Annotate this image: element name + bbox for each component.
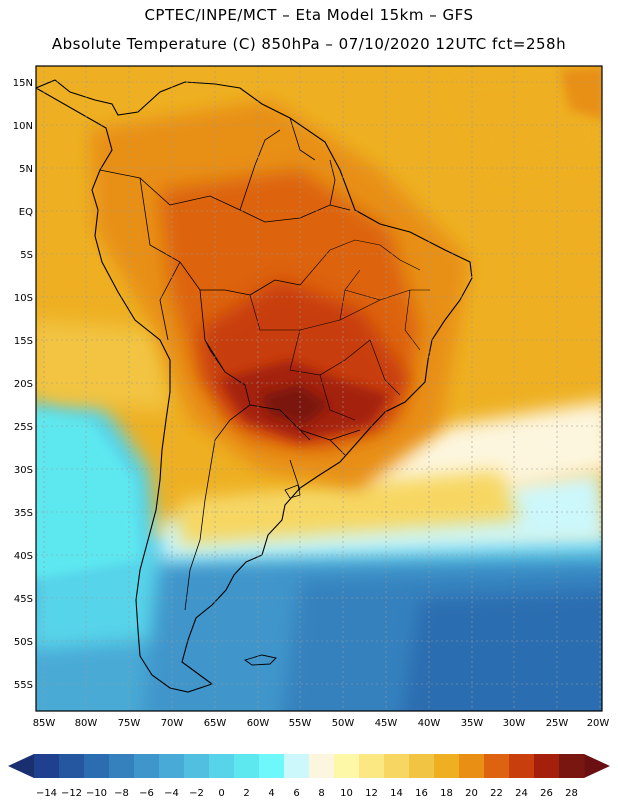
lat-label: 10S [14, 293, 33, 304]
lon-label: 55W [289, 718, 312, 729]
country-borders [99, 117, 361, 611]
colorbar-swatch [384, 754, 410, 778]
state-borders [249, 239, 430, 421]
colorbar-label: 8 [318, 788, 324, 799]
lon-label: 45W [375, 718, 398, 729]
lat-label: 10N [13, 121, 33, 132]
colorbar-label: −2 [189, 788, 204, 799]
colorbar-label: 4 [268, 788, 274, 799]
lat-label: 20S [14, 379, 33, 390]
colorbar-swatch [559, 754, 585, 778]
falkland-islands [243, 654, 277, 666]
lon-label: 50W [332, 718, 355, 729]
colorbar-label: 2 [243, 788, 249, 799]
lon-label: 80W [75, 718, 98, 729]
coastline [36, 79, 473, 693]
colorbar-swatch [459, 754, 485, 778]
colorbar-swatch [84, 754, 110, 778]
lon-label: 85W [33, 718, 56, 729]
colorbar-swatch [359, 754, 385, 778]
colorbar-label: 24 [515, 788, 528, 799]
lon-label: 20W [587, 718, 610, 729]
colorbar-swatch [34, 754, 60, 778]
colorbar-label: −10 [86, 788, 107, 799]
lon-label: 35W [461, 718, 484, 729]
colorbar-swatch [409, 754, 435, 778]
lon-label: 70W [161, 718, 184, 729]
lat-label: 5S [20, 250, 33, 261]
colorbar-label: −12 [61, 788, 82, 799]
lat-label: 15N [13, 78, 33, 89]
colorbar-label: −8 [114, 788, 129, 799]
colorbar-label: 26 [540, 788, 553, 799]
colorbar-label: −4 [164, 788, 179, 799]
colorbar-label: 10 [340, 788, 353, 799]
colorbar-swatch [509, 754, 535, 778]
lon-label: 25W [546, 718, 569, 729]
lat-label: EQ [19, 207, 33, 218]
colorbar-swatch [309, 754, 335, 778]
colorbar-swatch [59, 754, 85, 778]
colorbar-swatch [159, 754, 185, 778]
colorbar-swatch [284, 754, 310, 778]
colorbar-label: 20 [465, 788, 478, 799]
map-frame [35, 65, 603, 712]
colorbar-label: 14 [390, 788, 403, 799]
colorbar-swatch [484, 754, 510, 778]
colorbar-label: −6 [139, 788, 154, 799]
title-line-1: CPTEC/INPE/MCT – Eta Model 15km – GFS [144, 6, 474, 24]
lon-label: 30W [503, 718, 526, 729]
lon-label: 60W [247, 718, 270, 729]
lat-lon-grid [36, 66, 602, 711]
colorbar-swatch [134, 754, 160, 778]
colorbar-swatch [209, 754, 235, 778]
colorbar: −14 −12 −10 −8 −6 −4 −2 0 2 4 6 8 10 12 14 16 18 20 22 24 26… [8, 754, 610, 799]
colorbar-label: 6 [293, 788, 299, 799]
colorbar-label: 0 [218, 788, 224, 799]
latitude-labels: 15N 10N 5N EQ 5S 10S 15S 20S 25S 30S 35S… [13, 78, 33, 691]
colorbar-label: 28 [565, 788, 578, 799]
colorbar-swatch [109, 754, 135, 778]
lat-label: 35S [14, 508, 33, 519]
lat-label: 45S [14, 594, 33, 605]
lon-label: 40W [418, 718, 441, 729]
lat-label: 15S [14, 336, 33, 347]
lat-label: 5N [19, 164, 33, 175]
lat-label: 55S [14, 680, 33, 691]
lat-label: 40S [14, 551, 33, 562]
colorbar-swatch [334, 754, 360, 778]
title-line-2: Absolute Temperature (C) 850hPa – 07/10/… [51, 35, 567, 53]
colorbar-swatch [259, 754, 285, 778]
colorbar-swatch [184, 754, 210, 778]
colorbar-label: 18 [440, 788, 453, 799]
lagoon [284, 484, 301, 499]
colorbar-swatch [234, 754, 260, 778]
lon-label: 75W [118, 718, 141, 729]
colorbar-under-arrow [8, 754, 34, 778]
colorbar-label: 22 [490, 788, 503, 799]
colorbar-label: 12 [365, 788, 378, 799]
lat-label: 30S [14, 465, 33, 476]
colorbar-over-arrow [584, 754, 610, 778]
lat-label: 50S [14, 637, 33, 648]
longitude-labels: 85W 80W 75W 70W 65W 60W 55W 50W 45W 40W … [33, 718, 610, 729]
temperature-field [36, 66, 602, 711]
colorbar-swatch [534, 754, 560, 778]
colorbar-label: −14 [36, 788, 57, 799]
colorbar-label: 16 [415, 788, 428, 799]
lon-label: 65W [204, 718, 227, 729]
colorbar-swatch [434, 754, 460, 778]
lat-label: 25S [14, 422, 33, 433]
